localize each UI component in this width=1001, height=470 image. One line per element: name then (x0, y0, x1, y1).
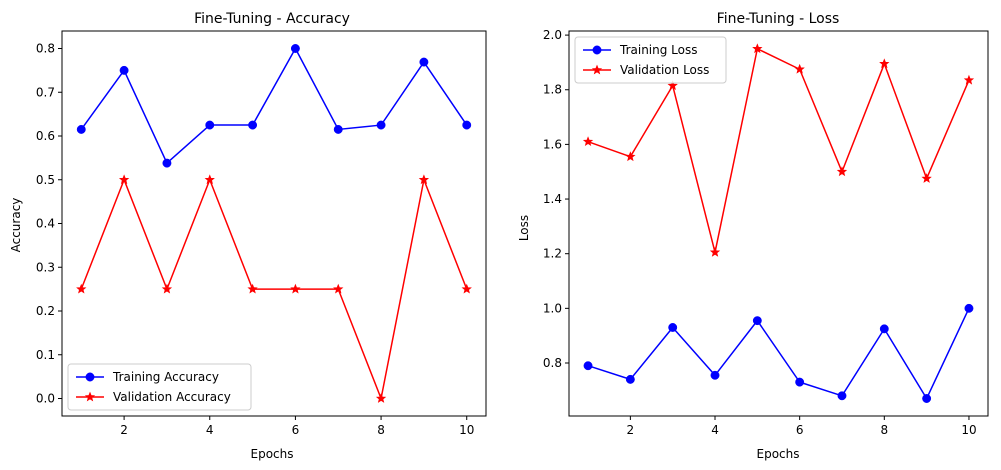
x-axis-title: Epochs (251, 447, 294, 461)
x-tick-label: 4 (206, 423, 214, 437)
data-point-1 (582, 136, 594, 147)
data-point-0 (333, 124, 343, 134)
data-point-1 (625, 151, 636, 162)
data-point-0 (162, 158, 172, 168)
data-point-0 (625, 374, 635, 384)
data-point-0 (795, 377, 805, 387)
x-tick-label: 2 (627, 423, 635, 437)
series-line-1 (80, 179, 468, 400)
data-point-0 (837, 391, 847, 401)
data-point-1 (418, 174, 430, 185)
data-point-1 (709, 246, 721, 257)
legend-swatch-marker (84, 391, 96, 402)
y-tick-label: 2.0 (543, 28, 562, 42)
data-point-0 (710, 370, 720, 380)
legend-label: Validation Loss (620, 63, 709, 77)
x-tick-label: 2 (120, 423, 128, 437)
y-tick-label: 1.6 (543, 137, 562, 151)
plot-area-frame (568, 30, 989, 417)
data-point-1 (667, 80, 678, 91)
x-tick-label: 8 (880, 423, 888, 437)
y-tick-label: 0.5 (36, 173, 55, 187)
data-point-0 (76, 124, 86, 134)
legend-swatch-marker (591, 64, 603, 75)
x-tick-label: 10 (961, 423, 976, 437)
chart-title: Fine-Tuning - Accuracy (194, 11, 350, 27)
chart-title: Fine-Tuning - Loss (717, 11, 840, 27)
data-point-0 (205, 120, 215, 130)
y-tick-label: 0.7 (36, 85, 55, 99)
data-point-0 (376, 120, 386, 130)
legend: Training Accuracy Validation Accuracy (67, 363, 252, 411)
y-axis-title: Accuracy (9, 198, 23, 253)
data-point-1 (290, 283, 301, 294)
data-point-1 (76, 283, 87, 294)
legend-label: Training Accuracy (112, 370, 219, 384)
x-tick-label: 10 (459, 423, 474, 437)
data-point-0 (879, 324, 889, 334)
data-point-0 (964, 303, 974, 313)
data-point-0 (583, 361, 593, 371)
data-point-0 (922, 394, 932, 403)
data-point-0 (290, 44, 300, 53)
y-tick-label: 1.4 (543, 192, 562, 206)
data-point-1 (461, 283, 472, 294)
data-point-1 (963, 74, 975, 85)
legend-frame (574, 36, 727, 84)
x-tick-label: 8 (377, 423, 385, 437)
data-point-0 (419, 57, 429, 67)
legend-label: Training Loss (619, 43, 697, 57)
legend-frame (67, 363, 252, 411)
data-point-0 (462, 120, 472, 130)
y-tick-label: 0.2 (36, 304, 55, 318)
data-point-1 (752, 43, 763, 54)
legend-swatch-marker (85, 372, 95, 382)
y-axis-title: Loss (517, 215, 531, 241)
legend-label: Validation Accuracy (113, 390, 231, 404)
y-tick-label: 0.8 (36, 42, 55, 56)
series-line-0 (587, 308, 970, 400)
data-point-1 (161, 283, 173, 294)
legend-swatch-marker (592, 45, 602, 55)
y-tick-label: 0.8 (543, 356, 562, 370)
data-point-0 (248, 120, 258, 130)
data-point-0 (668, 323, 678, 332)
data-point-0 (119, 65, 129, 75)
accuracy-chart: Fine-Tuning - Accuracy Epochs Accuracy 2… (9, 11, 487, 461)
legend: Training Loss Validation Loss (574, 36, 727, 84)
series-line-1 (587, 48, 970, 254)
x-tick-label: 6 (796, 423, 804, 437)
y-tick-label: 0.6 (36, 129, 55, 143)
data-point-1 (921, 173, 932, 183)
y-tick-label: 0.0 (36, 392, 55, 406)
data-point-1 (247, 283, 258, 294)
data-point-1 (836, 166, 848, 177)
x-axis-title: Epochs (757, 447, 800, 461)
y-tick-label: 0.3 (36, 260, 55, 274)
data-point-1 (204, 174, 215, 185)
data-point-1 (879, 58, 890, 69)
data-point-1 (118, 174, 130, 185)
data-point-1 (375, 393, 387, 403)
data-point-1 (794, 63, 805, 74)
series-line-0 (80, 47, 468, 164)
y-tick-label: 0.4 (36, 217, 55, 231)
data-point-0 (752, 316, 762, 326)
y-tick-label: 1.8 (543, 83, 562, 97)
y-tick-label: 1.0 (543, 301, 562, 315)
y-tick-label: 0.1 (36, 348, 55, 362)
loss-chart: Fine-Tuning - Loss Epochs Loss 2 4 6 8 10 0.8… (517, 11, 989, 461)
plot-area-frame (61, 30, 487, 417)
x-tick-label: 6 (292, 423, 300, 437)
data-point-1 (333, 283, 344, 294)
y-tick-label: 1.2 (543, 247, 562, 261)
x-tick-label: 4 (711, 423, 719, 437)
